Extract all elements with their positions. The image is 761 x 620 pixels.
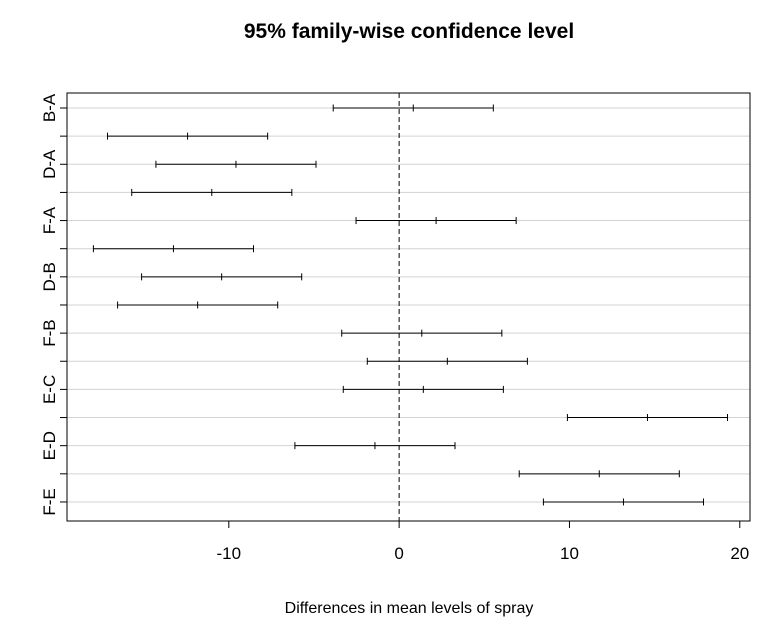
interval-D-A (155, 160, 317, 168)
interval-F-B (341, 329, 503, 337)
y-tick-label: E-C (40, 375, 59, 404)
interval-B-A (332, 104, 494, 112)
interval-D-B (141, 273, 303, 281)
confidence-intervals (92, 104, 729, 506)
y-tick-label: F-B (40, 319, 59, 346)
x-axis: -10 0 10 20 (217, 521, 749, 563)
y-tick-label: F-E (40, 488, 59, 515)
x-tick-label: -10 (217, 544, 242, 563)
interval-E-B (117, 301, 279, 309)
y-tick-label: B-A (40, 93, 59, 122)
interval-F-D (518, 470, 680, 478)
chart-title: 95% family-wise confidence level (244, 20, 574, 43)
interval-C-A (107, 132, 269, 140)
interval-D-C (366, 357, 528, 365)
y-axis: B-A D-A F-A D-B F-B E-C E-D F-E (40, 93, 67, 516)
y-tick-label: E-D (40, 431, 59, 460)
x-axis-label: Differences in mean levels of spray (285, 600, 534, 617)
y-tick-label: F-A (40, 206, 59, 234)
interval-F-C (566, 414, 729, 422)
plot-area-border (66, 92, 751, 522)
interval-E-D (294, 442, 456, 450)
x-tick-label: 10 (560, 544, 579, 563)
x-tick-label: 20 (730, 544, 749, 563)
interval-E-A (131, 188, 293, 196)
interval-C-B (92, 245, 255, 253)
y-tick-label: D-A (40, 149, 59, 179)
interval-E-C (342, 385, 504, 393)
interval-F-E (542, 498, 705, 506)
interval-F-A (355, 217, 517, 225)
x-tick-label: 0 (394, 544, 403, 563)
y-tick-label: D-B (40, 262, 59, 291)
